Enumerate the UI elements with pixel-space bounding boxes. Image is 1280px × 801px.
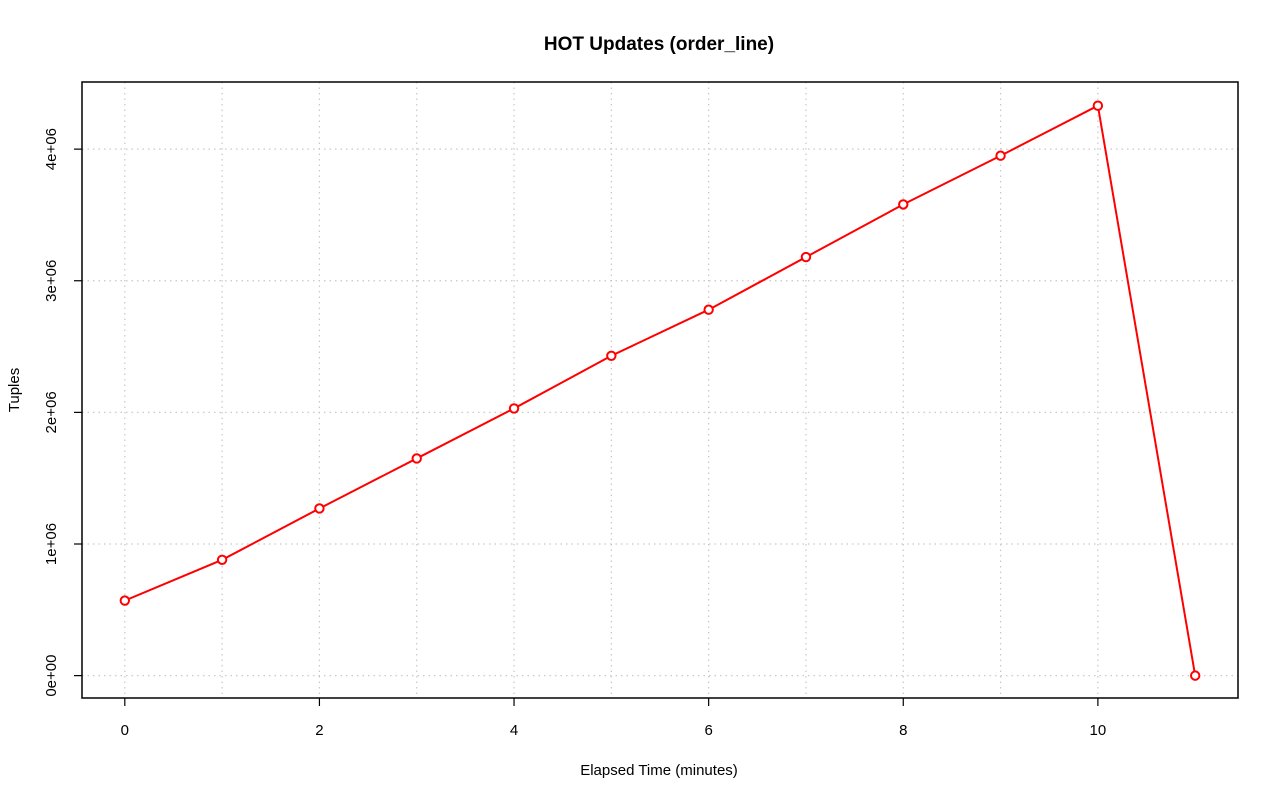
y-tick-label: 0e+00 bbox=[43, 655, 60, 697]
data-point bbox=[995, 150, 1006, 161]
y-axis-label: Tuples bbox=[6, 368, 23, 412]
x-tick-label: 8 bbox=[899, 722, 907, 739]
series-group bbox=[119, 100, 1201, 681]
x-tick-label: 0 bbox=[121, 722, 129, 739]
data-point bbox=[1092, 100, 1104, 111]
y-tick-label: 1e+06 bbox=[43, 523, 60, 565]
data-point bbox=[800, 251, 812, 263]
y-tick-label: 2e+06 bbox=[43, 391, 60, 433]
data-point bbox=[314, 503, 325, 514]
data-point bbox=[216, 554, 228, 565]
data-point bbox=[1189, 670, 1201, 681]
x-axis-label: Elapsed Time (minutes) bbox=[580, 762, 738, 779]
series-line bbox=[124, 104, 1197, 676]
y-axis: 0e+00 1e+06 2e+06 3e+06 4e+06 bbox=[43, 128, 82, 697]
y-tick-label: 4e+06 bbox=[43, 128, 60, 170]
x-tick-label: 4 bbox=[510, 722, 518, 739]
plot-frame bbox=[81, 81, 1239, 699]
data-point bbox=[703, 304, 714, 315]
grid bbox=[82, 82, 1238, 698]
y-tick-label: 3e+06 bbox=[43, 260, 60, 302]
x-axis: 0 2 4 6 8 10 bbox=[121, 698, 1107, 739]
data-point bbox=[411, 453, 422, 464]
data-point bbox=[508, 403, 520, 414]
x-tick-label: 10 bbox=[1090, 722, 1107, 739]
x-tick-label: 2 bbox=[315, 722, 323, 739]
data-point bbox=[898, 199, 909, 210]
chart-title: HOT Updates (order_line) bbox=[544, 34, 774, 55]
data-point bbox=[606, 350, 617, 361]
x-tick-label: 6 bbox=[704, 722, 712, 739]
data-point bbox=[119, 595, 131, 606]
